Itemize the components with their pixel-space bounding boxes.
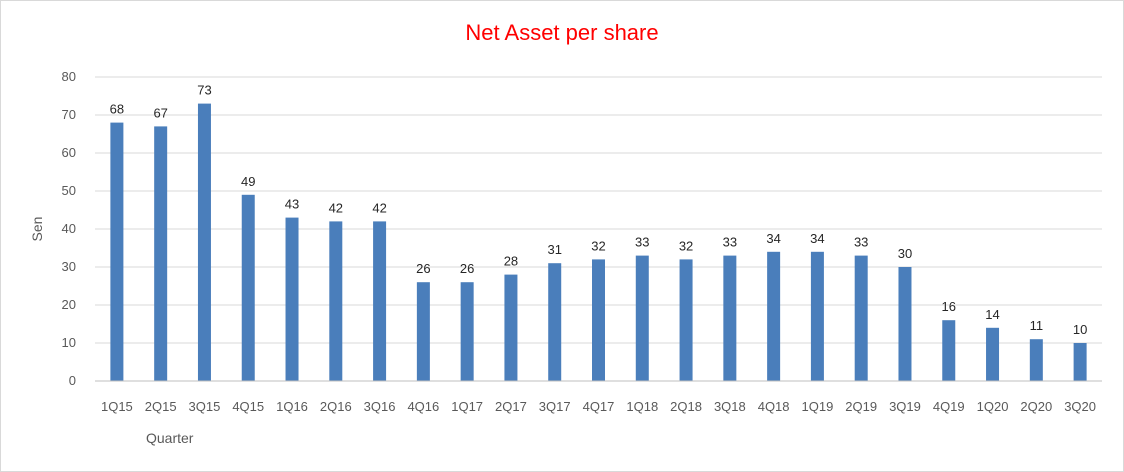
x-tick-label: 1Q15 [101,399,133,414]
x-tick-label: 1Q20 [977,399,1009,414]
x-tick-label: 1Q19 [802,399,834,414]
y-tick-label: 10 [62,335,76,350]
bar [548,263,562,381]
x-tick-label: 1Q16 [276,399,308,414]
data-label: 26 [416,261,430,276]
bar [504,274,518,381]
bar [329,221,343,381]
bar [373,221,387,381]
data-label: 33 [854,235,868,250]
x-tick-label: 3Q15 [189,399,221,414]
bar [854,255,868,381]
bar [1073,343,1087,381]
y-axis-label: Sen [29,217,45,242]
data-label: 11 [1030,318,1044,333]
data-label: 28 [504,254,518,269]
y-tick-label: 80 [62,69,76,84]
data-label: 33 [723,235,737,250]
bar [241,194,255,381]
bar [197,103,211,381]
x-tick-label: 3Q16 [364,399,396,414]
bar [285,217,299,381]
bar [592,259,605,381]
data-label: 42 [372,200,386,215]
data-label: 14 [985,307,999,322]
bar [110,122,124,381]
x-tick-label: 4Q19 [933,399,965,414]
y-tick-label: 0 [69,373,76,388]
data-label: 67 [153,105,167,120]
bar [416,282,430,381]
data-label: 34 [766,231,780,246]
x-tick-label: 4Q18 [758,399,790,414]
y-tick-label: 60 [62,145,76,160]
x-tick-label: 2Q17 [495,399,527,414]
data-label: 43 [285,197,299,212]
x-tick-label: 2Q16 [320,399,352,414]
bar [154,126,168,382]
y-tick-label: 70 [62,107,76,122]
chart-title: Net Asset per share [465,20,659,45]
x-tick-label: 4Q15 [232,399,264,414]
y-tick-label: 20 [62,297,76,312]
x-tick-label: 1Q18 [626,399,658,414]
data-label: 31 [547,242,561,257]
data-labels: 68 67 73 49 43 42 42 26 26 28 31 32 33 32 33 34 34 33 30 16… [110,83,1088,337]
x-tick-label: 3Q19 [889,399,921,414]
data-label: 42 [329,200,343,215]
bar [898,267,912,381]
y-tick-label: 40 [62,221,76,236]
data-label: 68 [110,102,124,117]
data-label: 73 [197,83,211,98]
y-axis-ticks: 0 10 20 30 40 50 60 70 80 [62,69,76,388]
bar [986,327,1000,381]
x-tick-label: 4Q17 [583,399,615,414]
data-label: 33 [635,235,649,250]
data-label: 16 [942,299,956,314]
data-label: 32 [591,238,605,253]
bar [810,251,824,381]
data-label: 10 [1073,322,1087,337]
x-tick-label: 2Q20 [1020,399,1052,414]
data-label: 32 [679,238,693,253]
x-axis-label: Quarter [146,430,194,446]
bar [635,255,649,381]
x-axis-ticks: 1Q15 2Q15 3Q15 4Q15 1Q16 2Q16 3Q16 4Q16 1Q17 2Q17… [101,399,1096,414]
bar [942,320,956,381]
bar [1029,339,1043,381]
bar [679,259,693,381]
data-label: 34 [810,231,824,246]
bars [110,103,1087,382]
data-label: 49 [241,174,255,189]
data-label: 26 [460,261,474,276]
x-tick-label: 4Q16 [407,399,439,414]
bar [767,251,781,381]
bar [460,282,474,381]
x-tick-label: 2Q15 [145,399,177,414]
x-tick-label: 3Q17 [539,399,571,414]
data-label: 30 [898,246,912,261]
x-tick-label: 1Q17 [451,399,483,414]
x-tick-label: 2Q18 [670,399,702,414]
x-tick-label: 3Q20 [1064,399,1096,414]
y-tick-label: 30 [62,259,76,274]
x-tick-label: 3Q18 [714,399,746,414]
y-tick-label: 50 [62,183,76,198]
bar [723,255,737,381]
x-tick-label: 2Q19 [845,399,877,414]
